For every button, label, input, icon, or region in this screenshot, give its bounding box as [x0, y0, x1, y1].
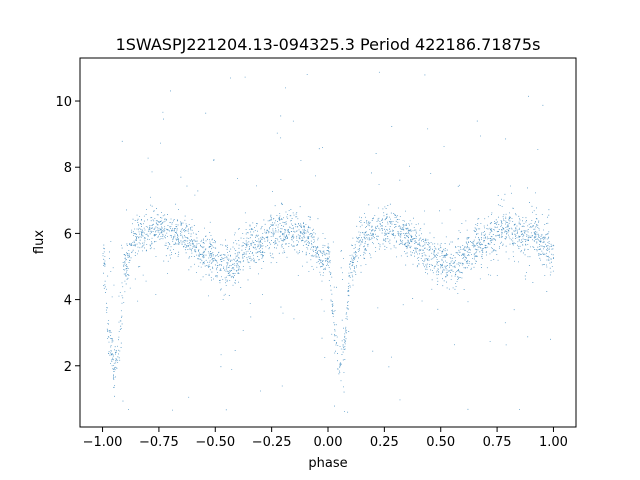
y-tick-label: 2	[64, 360, 72, 375]
y-tick-label: 4	[64, 294, 72, 309]
x-tick-label: 0.75	[483, 435, 512, 450]
x-axis-label: phase	[308, 456, 347, 471]
chart-title: 1SWASPJ221204.13-094325.3 Period 422186.…	[116, 35, 541, 54]
plot-area	[80, 58, 576, 427]
x-tick-label: 0.50	[426, 435, 455, 450]
y-tick-label: 6	[64, 227, 72, 242]
y-axis: 2 4 6 8 10	[55, 95, 80, 375]
x-tick-label: −0.25	[252, 435, 292, 450]
x-tick-label: 1.00	[539, 435, 568, 450]
x-tick-label: −0.50	[195, 435, 235, 450]
x-tick-label: 0.00	[314, 435, 343, 450]
x-tick-label: −0.75	[139, 435, 179, 450]
y-tick-label: 10	[55, 95, 72, 110]
x-tick-label: 0.25	[370, 435, 399, 450]
y-tick-label: 8	[64, 161, 72, 176]
x-tick-label: −1.00	[83, 435, 123, 450]
x-axis: −1.00 −0.75 −0.50 −0.25 0.00 0.25 0.50 0.75 1.00	[83, 427, 568, 450]
y-axis-label: flux	[32, 230, 47, 254]
